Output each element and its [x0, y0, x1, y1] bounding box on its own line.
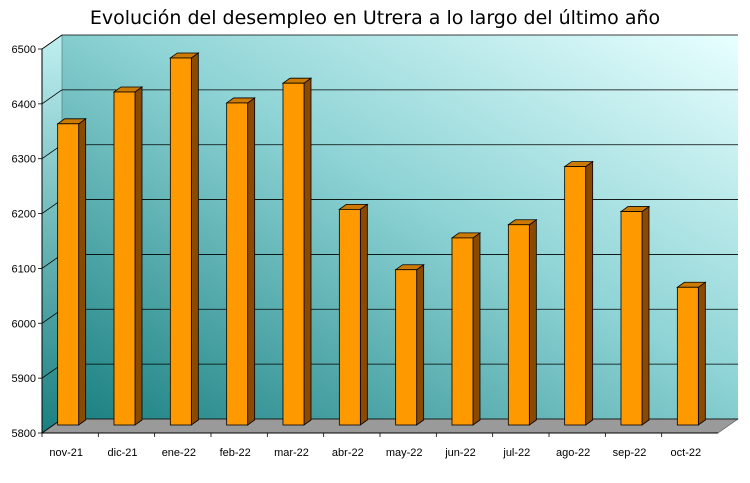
x-tick-label: abr-22	[332, 447, 364, 459]
bar-front	[507, 224, 530, 426]
gridline-side	[41, 89, 63, 105]
chart-title: Evolución del desempleo en Utrera a lo l…	[90, 7, 660, 29]
bar-front	[564, 166, 587, 426]
bar-side	[641, 205, 650, 426]
bar-side	[697, 281, 706, 426]
y-tick-label: 5800	[12, 428, 36, 440]
y-tick-label: 6000	[12, 318, 36, 330]
bar-front	[620, 211, 643, 426]
y-tick-label: 5900	[12, 373, 36, 385]
axes	[38, 48, 718, 437]
bar-abr-22	[338, 203, 369, 426]
bar-dic-21	[112, 86, 144, 426]
bar-front	[451, 237, 474, 426]
bar-ago-22	[563, 160, 594, 426]
bar-side	[416, 263, 425, 426]
gridline-side	[41, 34, 63, 50]
bar-side	[134, 86, 143, 426]
bar-front	[169, 57, 192, 426]
bar-front	[338, 208, 361, 426]
bar-side	[247, 97, 256, 426]
bar-jul-22	[507, 218, 538, 426]
bar-front	[226, 102, 249, 426]
bar-oct-22	[676, 281, 707, 426]
bar-front	[282, 82, 305, 426]
bar-side	[190, 52, 199, 426]
bar-side	[359, 203, 368, 426]
bar-front	[113, 91, 136, 426]
x-tick-label: feb-22	[220, 447, 251, 459]
bar-side	[472, 232, 481, 426]
x-tick-label: sep-22	[613, 447, 647, 459]
bar-sep-22	[619, 205, 651, 426]
bar-front	[57, 123, 80, 426]
x-tick-label: oct-22	[671, 447, 702, 459]
x-tick-label: ene-22	[162, 447, 196, 459]
x-tick-labels: nov-21 dic-21 ene-22 feb-22 mar-22 abr-22 may-…	[49, 447, 701, 459]
y-tick-label: 6200	[12, 209, 36, 221]
bar-nov-21	[56, 118, 87, 426]
bar-front	[676, 286, 699, 426]
y-tick-label: 6300	[12, 154, 36, 166]
bar-may-22	[394, 263, 425, 426]
x-tick-label: may-22	[386, 447, 423, 459]
x-tick-label: nov-21	[49, 447, 83, 459]
y-tick-labels: 5800 5900 6000 6100 6200 6300 6400 6500	[12, 44, 36, 440]
x-tick-label: jul-22	[502, 447, 530, 459]
bar-side	[528, 218, 537, 426]
y-tick-label: 6500	[12, 44, 36, 56]
bar-front	[395, 269, 418, 426]
bar-feb-22	[225, 97, 256, 426]
y-tick-label: 6400	[12, 99, 36, 111]
y-tick-label: 6100	[12, 263, 36, 275]
bar-side	[303, 77, 312, 426]
x-tick-label: mar-22	[274, 447, 309, 459]
bar-ene-22	[169, 52, 200, 426]
x-tick-label: ago-22	[556, 447, 590, 459]
bar-side	[585, 160, 594, 426]
bars	[56, 52, 707, 426]
x-tick-label: jun-22	[444, 447, 476, 459]
bar-mar-22	[281, 77, 313, 426]
bar-jun-22	[450, 232, 482, 426]
x-tick-label: dic-21	[108, 447, 138, 459]
bar-side	[78, 118, 87, 426]
